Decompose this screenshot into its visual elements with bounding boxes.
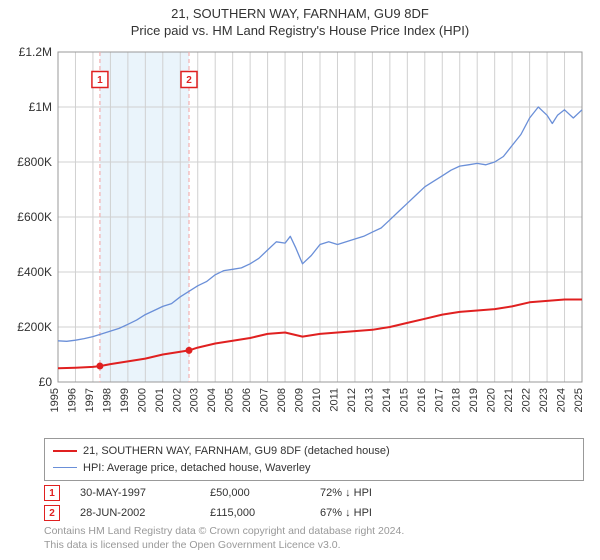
svg-text:2005: 2005 [224,388,236,412]
transaction-price: £50,000 [210,487,300,499]
chart-title: 21, SOUTHERN WAY, FARNHAM, GU9 8DF [10,6,590,21]
svg-text:2004: 2004 [206,388,218,412]
transactions-table: 1 30-MAY-1997 £50,000 72% ↓ HPI 2 28-JUN-2002… [44,485,584,521]
svg-text:1995: 1995 [49,388,61,412]
legend-item: HPI: Average price, detached house, Wave… [53,460,575,477]
license-line: This data is licensed under the Open Gov… [44,539,584,553]
svg-text:£1M: £1M [29,100,52,114]
svg-text:2016: 2016 [416,388,428,412]
svg-text:2007: 2007 [259,388,271,412]
transaction-row: 2 28-JUN-2002 £115,000 67% ↓ HPI [44,505,584,521]
svg-text:2011: 2011 [328,388,340,412]
svg-text:2023: 2023 [538,388,550,412]
license-text: Contains HM Land Registry data © Crown c… [44,525,584,552]
transaction-date: 28-JUN-2002 [80,507,190,519]
line-chart: £0 £200K £400K £600K £800K £1M £1.2M 1995 1996 19… [10,44,590,434]
svg-text:1: 1 [97,75,103,86]
transaction-hpi: 72% ↓ HPI [320,487,420,499]
svg-text:2019: 2019 [468,388,480,412]
license-line: Contains HM Land Registry data © Crown c… [44,525,584,539]
svg-text:2020: 2020 [486,388,498,412]
transaction-hpi: 67% ↓ HPI [320,507,420,519]
legend-swatch [53,467,77,468]
legend-swatch [53,450,77,452]
legend-label: 21, SOUTHERN WAY, FARNHAM, GU9 8DF (deta… [83,443,390,460]
svg-text:2002: 2002 [171,388,183,412]
svg-text:2021: 2021 [503,388,515,412]
transaction-row: 1 30-MAY-1997 £50,000 72% ↓ HPI [44,485,584,501]
svg-text:2000: 2000 [136,388,148,412]
svg-text:£200K: £200K [17,320,52,334]
svg-text:2025: 2025 [573,388,585,412]
svg-text:£400K: £400K [17,265,52,279]
transaction-price: £115,000 [210,507,300,519]
svg-text:1996: 1996 [66,388,78,412]
svg-text:2017: 2017 [433,388,445,412]
svg-text:2022: 2022 [521,388,533,412]
svg-text:2015: 2015 [398,388,410,412]
svg-text:2009: 2009 [294,388,306,412]
svg-text:1999: 1999 [119,388,131,412]
chart-area: £0 £200K £400K £600K £800K £1M £1.2M 1995 1996 19… [10,44,590,434]
transaction-date: 30-MAY-1997 [80,487,190,499]
svg-text:2014: 2014 [381,388,393,412]
svg-text:2013: 2013 [363,388,375,412]
svg-text:£1.2M: £1.2M [19,45,52,59]
svg-text:2012: 2012 [346,388,358,412]
svg-text:2018: 2018 [451,388,463,412]
svg-text:1997: 1997 [84,388,96,412]
svg-text:£0: £0 [39,375,53,389]
transaction-badge: 1 [44,485,60,501]
svg-text:1998: 1998 [101,388,113,412]
transaction-badge: 2 [44,505,60,521]
svg-text:2008: 2008 [276,388,288,412]
svg-text:2006: 2006 [241,388,253,412]
legend-item: 21, SOUTHERN WAY, FARNHAM, GU9 8DF (deta… [53,443,575,460]
legend-label: HPI: Average price, detached house, Wave… [83,460,310,477]
legend: 21, SOUTHERN WAY, FARNHAM, GU9 8DF (deta… [44,438,584,481]
svg-text:2: 2 [186,75,192,86]
svg-text:2001: 2001 [154,388,166,412]
svg-text:2010: 2010 [311,388,323,412]
svg-text:2024: 2024 [556,388,568,412]
chart-subtitle: Price paid vs. HM Land Registry's House … [10,23,590,38]
svg-text:£800K: £800K [17,155,52,169]
svg-text:£600K: £600K [17,210,52,224]
svg-text:2003: 2003 [189,388,201,412]
